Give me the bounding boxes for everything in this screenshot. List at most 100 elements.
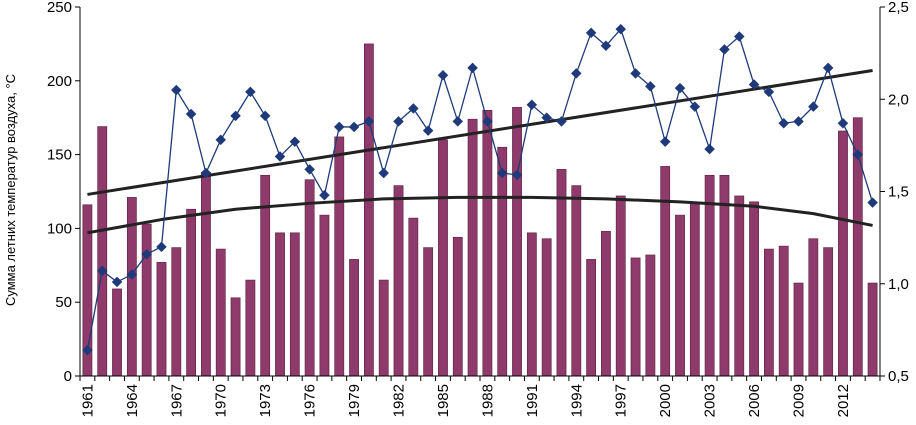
point-1970 xyxy=(215,134,227,146)
bar-1990 xyxy=(512,107,522,377)
y-tick-label: 200 xyxy=(47,73,72,90)
y-tick-label: 0 xyxy=(64,368,72,385)
bar-1976 xyxy=(304,179,315,377)
point-1996 xyxy=(600,40,612,52)
point-1995 xyxy=(585,27,597,39)
point-1998 xyxy=(630,68,641,79)
x-tick-label: 2006 xyxy=(746,384,763,417)
point-1962 xyxy=(96,265,108,277)
bar-1968 xyxy=(186,208,197,377)
point-2009 xyxy=(793,116,804,127)
x-tick-label: 1988 xyxy=(479,384,496,417)
point-2007 xyxy=(763,86,775,98)
bar-1984 xyxy=(423,247,434,377)
point-2004 xyxy=(719,44,730,55)
bar-1966 xyxy=(156,262,167,377)
bar-1999 xyxy=(645,254,656,377)
y2-tick-label: 2,5 xyxy=(888,0,909,16)
bar-1989 xyxy=(497,146,508,377)
point-1965 xyxy=(141,248,153,260)
point-1974 xyxy=(274,151,286,162)
bar-1980 xyxy=(363,43,374,377)
bar-2011 xyxy=(823,247,834,377)
point-1999 xyxy=(645,80,656,92)
bar-1977 xyxy=(319,214,330,377)
point-2006 xyxy=(748,79,760,90)
x-tick-label: 2012 xyxy=(835,384,852,417)
point-1986 xyxy=(452,116,464,127)
x-tick-label: 2009 xyxy=(791,384,808,417)
bar-1963 xyxy=(112,288,122,377)
point-2014 xyxy=(867,197,878,208)
point-2012 xyxy=(837,117,849,129)
trend-lines xyxy=(87,68,873,235)
point-1997 xyxy=(615,23,627,35)
bar-1972 xyxy=(245,279,256,377)
polynomial-trend-line xyxy=(87,195,873,235)
y-tick-label: 150 xyxy=(47,147,72,164)
bar-1991 xyxy=(526,232,537,377)
bar-2003 xyxy=(704,174,715,377)
bar-1962 xyxy=(97,126,108,377)
bar-1993 xyxy=(556,169,567,377)
point-1979 xyxy=(348,121,360,133)
y2-tick-label: 0,5 xyxy=(888,368,909,385)
point-1977 xyxy=(319,189,330,201)
linear-trend-line xyxy=(87,68,873,196)
bar-1995 xyxy=(586,259,597,377)
bar-2005 xyxy=(734,195,745,377)
point-1984 xyxy=(422,125,434,136)
x-tick-label: 1982 xyxy=(391,384,408,417)
point-2000 xyxy=(659,136,671,148)
point-1987 xyxy=(467,62,478,74)
point-1971 xyxy=(230,110,241,122)
bar-1988 xyxy=(482,110,493,377)
point-1980 xyxy=(363,116,375,127)
point-2005 xyxy=(733,31,745,42)
point-1990 xyxy=(511,169,523,181)
bar-1985 xyxy=(438,139,448,377)
point-2013 xyxy=(852,149,864,160)
point-1993 xyxy=(556,116,567,127)
bar-2006 xyxy=(749,201,759,377)
point-1961 xyxy=(82,344,93,356)
bar-1965 xyxy=(141,223,152,377)
x-tick-label: 1991 xyxy=(524,384,541,417)
bar-1994 xyxy=(571,185,582,377)
x-tick-label: 1967 xyxy=(168,384,185,417)
point-1973 xyxy=(259,110,271,122)
point-2001 xyxy=(674,82,686,94)
point-1983 xyxy=(407,103,419,114)
bar-1986 xyxy=(452,236,463,377)
x-tick-label: 1973 xyxy=(257,384,274,417)
point-2002 xyxy=(689,101,701,112)
point-1976 xyxy=(304,164,315,175)
bar-1981 xyxy=(378,279,389,377)
line-series xyxy=(82,23,878,356)
y2-tick-label: 1,5 xyxy=(888,184,909,201)
bar-2010 xyxy=(808,238,819,377)
y2-tick-label: 2,0 xyxy=(888,91,909,108)
x-tick-label: 1964 xyxy=(124,384,141,417)
x-tick-label: 2000 xyxy=(657,384,674,417)
line-series-path xyxy=(86,27,874,351)
x-tick-label: 2003 xyxy=(702,384,719,417)
bar-1971 xyxy=(230,297,241,377)
y-tick-label: 100 xyxy=(47,220,72,237)
bar-1969 xyxy=(201,172,211,377)
x-tick-label: 1976 xyxy=(302,384,319,417)
y-tick-label: 50 xyxy=(55,294,72,311)
x-tick-label: 1994 xyxy=(568,384,585,417)
point-1985 xyxy=(437,69,449,81)
bar-2007 xyxy=(763,248,774,377)
bar-1996 xyxy=(601,231,611,377)
point-1994 xyxy=(570,68,582,79)
y2-tick-label: 1,0 xyxy=(888,276,909,293)
point-2008 xyxy=(778,117,790,129)
x-tick-label: 1961 xyxy=(79,384,96,417)
bar-1978 xyxy=(334,136,345,377)
bar-1992 xyxy=(541,238,552,377)
bar-1970 xyxy=(215,248,226,377)
point-1975 xyxy=(289,136,301,148)
point-1972 xyxy=(245,86,256,98)
